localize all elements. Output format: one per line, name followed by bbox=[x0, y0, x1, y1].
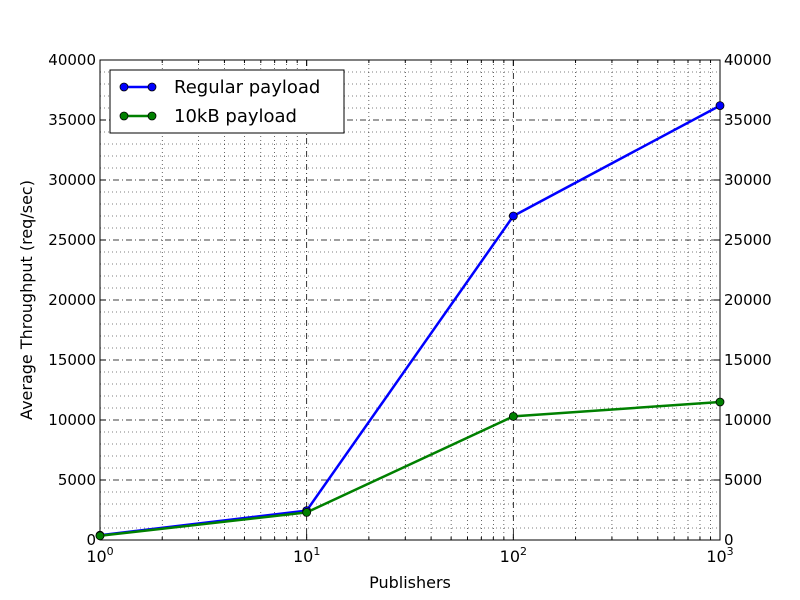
series-layer bbox=[95, 101, 725, 541]
y-tick-label-left: 10000 bbox=[48, 411, 96, 429]
y-tick-label-left: 40000 bbox=[48, 51, 96, 69]
x-tick-label: 100 bbox=[86, 545, 113, 566]
plot-frame bbox=[99, 59, 721, 541]
y-tick-label-right: 25000 bbox=[724, 231, 772, 249]
y-tick-label-left: 5000 bbox=[58, 471, 96, 489]
y-tick-label-left: 25000 bbox=[48, 231, 96, 249]
x-tick-label: 102 bbox=[500, 545, 527, 566]
y-tick-label-right: 5000 bbox=[724, 471, 762, 489]
y-tick-label-right: 0 bbox=[724, 531, 734, 549]
legend-label: 10kB payload bbox=[174, 106, 297, 127]
series-line-1 bbox=[99, 104, 721, 537]
series-2-point bbox=[715, 397, 725, 407]
legend: Regular payload 10kB payload bbox=[109, 69, 345, 134]
y-tick-label-right: 40000 bbox=[724, 51, 772, 69]
legend-marker bbox=[119, 82, 129, 92]
x-tick-label: 101 bbox=[293, 545, 320, 566]
series-1-point bbox=[715, 101, 725, 110]
series-1-point bbox=[508, 211, 518, 221]
y-tick-label-left: 35000 bbox=[48, 111, 96, 129]
y-tick-label-right: 10000 bbox=[724, 411, 772, 429]
series-2-point bbox=[95, 531, 105, 541]
y-tick-label-right: 35000 bbox=[724, 111, 772, 129]
legend-marker bbox=[119, 111, 129, 121]
legend-marker bbox=[147, 82, 157, 92]
y-tick-label-left: 30000 bbox=[48, 171, 96, 189]
y-tick-label-left: 0 bbox=[86, 531, 96, 549]
y-tick-label-left: 15000 bbox=[48, 351, 96, 369]
series-2-point bbox=[508, 411, 518, 421]
y-tick-label-right: 15000 bbox=[724, 351, 772, 369]
series-2-point bbox=[302, 508, 312, 517]
y-axis-label: Average Throughput (req/sec) bbox=[17, 180, 36, 420]
axes: 0 0 5000 5000 10000 10000 15000 15000 20000 20000… bbox=[48, 51, 771, 566]
y-tick-label-right: 30000 bbox=[724, 171, 772, 189]
y-tick-label-left: 20000 bbox=[48, 291, 96, 309]
legend-label: Regular payload bbox=[174, 77, 320, 98]
series-line-2 bbox=[99, 400, 721, 538]
y-tick-label-right: 20000 bbox=[724, 291, 772, 309]
x-tick-label: 103 bbox=[706, 545, 733, 566]
legend-marker bbox=[147, 111, 157, 121]
x-axis-label: Publishers bbox=[369, 573, 451, 592]
legend-box bbox=[109, 69, 345, 134]
